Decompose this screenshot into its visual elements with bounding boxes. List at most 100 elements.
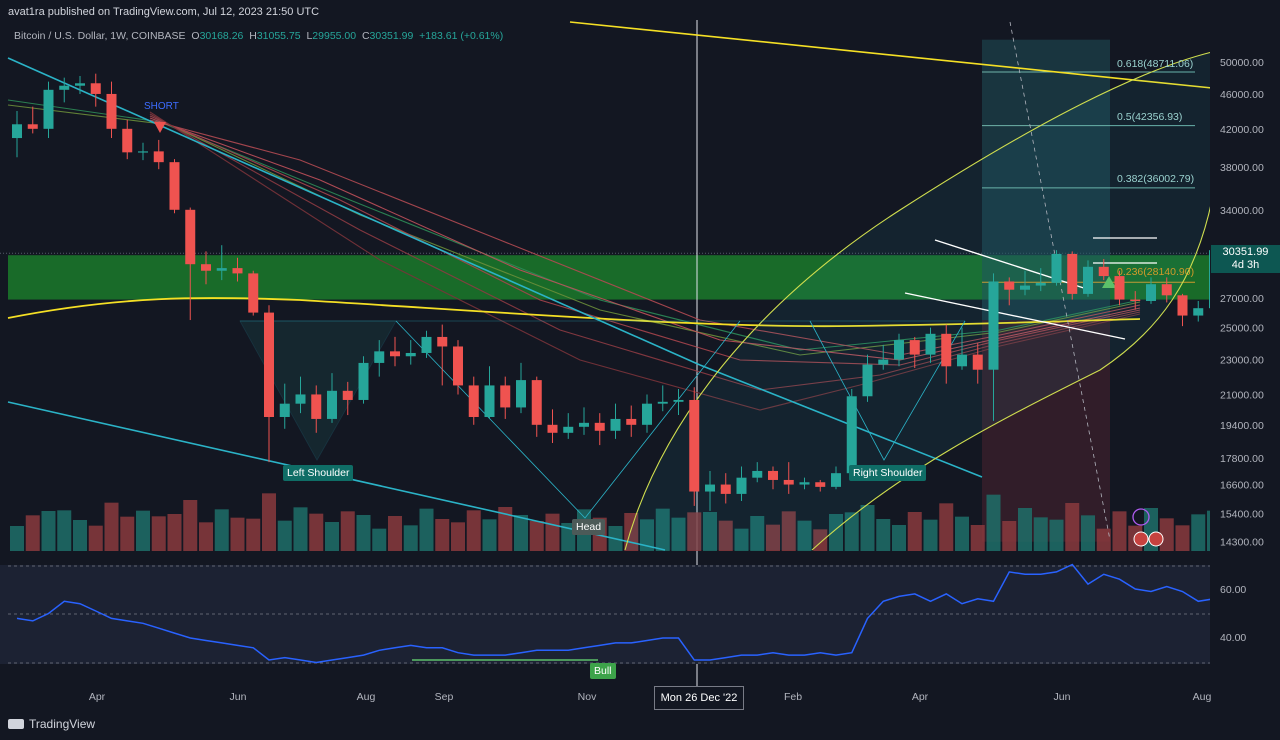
fib-label-0618: 0.618(48711.06) xyxy=(1117,58,1194,70)
candle-body xyxy=(390,351,400,357)
candle-body xyxy=(1098,266,1109,277)
candle-body xyxy=(831,473,841,487)
wedge-upper xyxy=(934,239,1091,291)
open-value: 30168.26 xyxy=(199,30,244,42)
volume-bar xyxy=(151,516,166,551)
time-axis-tick: Jun xyxy=(1054,691,1071,703)
candle-body xyxy=(27,124,38,129)
volume-bar xyxy=(1096,528,1111,551)
candle-body xyxy=(972,354,983,370)
short-arrow-icon xyxy=(154,122,166,133)
candle-body xyxy=(453,346,463,386)
price-axis-tick: 46000.00 xyxy=(1220,89,1264,101)
volume-bar xyxy=(671,517,686,551)
volume-bar xyxy=(1049,519,1064,551)
candle-body xyxy=(720,484,731,494)
candle-body xyxy=(579,422,589,427)
candle-body xyxy=(153,151,164,163)
volume-bar xyxy=(340,511,355,551)
tradingview-mark-icon xyxy=(8,719,24,729)
candle-body xyxy=(216,268,227,271)
volume-bar xyxy=(262,493,276,551)
volume-bar xyxy=(73,520,87,551)
candle-body xyxy=(201,264,211,271)
candle-body xyxy=(610,418,621,431)
us-flag-icon-2[interactable] xyxy=(1148,531,1164,547)
candle-body xyxy=(547,424,558,433)
price-axis-tick: 34000.00 xyxy=(1220,205,1264,217)
volume-bar xyxy=(214,509,229,551)
price-axis-tick: 17800.00 xyxy=(1220,453,1264,465)
price-axis-tick: 19400.00 xyxy=(1220,420,1264,432)
time-axis-tick: Jun xyxy=(230,691,247,703)
volume-bar xyxy=(88,525,103,551)
rsi-axis-tick: 60.00 xyxy=(1220,584,1246,596)
candle-body xyxy=(1146,284,1156,301)
volume-bar xyxy=(41,511,56,551)
candle-body xyxy=(815,482,826,487)
short-label: SHORT xyxy=(144,101,179,112)
volume-bar xyxy=(498,507,513,551)
candle-body xyxy=(59,85,70,90)
tradingview-logo[interactable]: TradingView xyxy=(8,717,95,731)
price-axis-tick: 27000.00 xyxy=(1220,293,1264,305)
symbol-name[interactable]: Bitcoin / U.S. Dollar, 1W, COINBASE xyxy=(14,30,186,42)
volume-bar xyxy=(277,520,292,551)
volume-bar xyxy=(136,510,150,551)
candle-body xyxy=(358,362,369,400)
volume-bar xyxy=(419,508,434,551)
volume-bar xyxy=(57,510,72,551)
head-shape xyxy=(395,320,741,519)
price-axis-tick: 23000.00 xyxy=(1220,355,1264,367)
high-label: H xyxy=(249,30,257,42)
volume-bar xyxy=(1112,511,1127,551)
volume-bar xyxy=(309,513,324,551)
candle-body xyxy=(768,470,778,480)
volume-bar xyxy=(199,522,213,551)
volume-bar xyxy=(482,519,497,551)
wedge-lower xyxy=(904,292,1126,340)
ema-ribbon-line-4 xyxy=(149,115,1141,366)
time-axis-tick: Nov xyxy=(578,691,597,703)
candle-body xyxy=(909,340,920,355)
volume-bar xyxy=(955,516,969,551)
candle-body xyxy=(106,93,117,129)
symbol-legend: Bitcoin / U.S. Dollar, 1W, COINBASE O301… xyxy=(14,30,503,42)
volume-bar xyxy=(388,516,402,551)
volume-bar xyxy=(183,500,198,551)
candle-body xyxy=(563,426,574,433)
candle-body xyxy=(500,385,511,408)
right-shoulder-label: Right Shoulder xyxy=(849,465,927,481)
volume-bar xyxy=(104,502,119,551)
descending-trendline xyxy=(7,57,701,366)
volume-bar xyxy=(766,524,780,551)
candle-body xyxy=(374,351,385,363)
flash-icon[interactable] xyxy=(1132,508,1150,526)
bar-countdown: 4d 3h xyxy=(1231,259,1260,271)
open-label: O xyxy=(191,30,200,42)
left-shoulder-label: Left Shoulder xyxy=(283,465,354,481)
fib-label-0382: 0.382(36002.79) xyxy=(1117,173,1195,185)
candle-body xyxy=(846,396,857,474)
us-flag-icon[interactable] xyxy=(1133,531,1149,547)
candle-body xyxy=(138,151,148,153)
channel-upper-curve xyxy=(624,51,1213,551)
candle-body xyxy=(12,124,22,139)
volume-bar xyxy=(120,516,135,551)
price-axis-tick: 42000.00 xyxy=(1220,124,1264,136)
volume-bar xyxy=(1159,518,1174,551)
volume-bar xyxy=(293,507,308,551)
time-axis-tick: Aug xyxy=(357,691,376,703)
head-label: Head xyxy=(572,519,606,535)
candle-body xyxy=(1177,295,1188,316)
right-shoulder-shape xyxy=(809,320,966,461)
rsi-axis-tick: 40.00 xyxy=(1220,632,1246,644)
volume-bar xyxy=(734,528,749,551)
candle-body xyxy=(169,162,180,210)
ema-ribbon-line-5 xyxy=(149,113,1141,391)
candle-body xyxy=(1035,282,1046,286)
volume-bar xyxy=(466,510,481,551)
price-axis-tick: 15400.00 xyxy=(1220,508,1264,520)
candle-body xyxy=(531,380,542,425)
